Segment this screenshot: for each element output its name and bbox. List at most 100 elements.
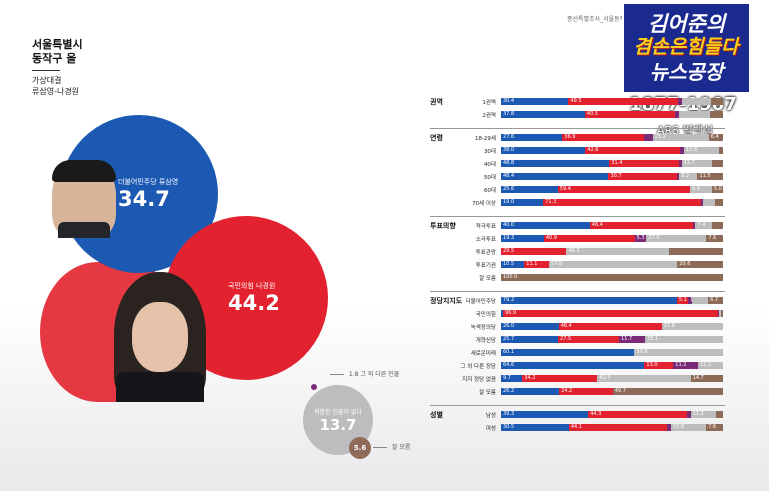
segment-value-label: 31.4 (611, 160, 623, 166)
row-label: 국민의힘 (475, 312, 496, 318)
row-label: 70세 이상 (472, 201, 496, 207)
bar-segment: 27.0 (646, 235, 707, 242)
bar-segment (679, 160, 682, 167)
segment-value-label: 6.7 (710, 297, 719, 303)
segment-value-label: 44.3 (590, 411, 602, 417)
segment-value-label: 25.2 (654, 134, 666, 140)
dont-know-bubble: 5.6 (349, 437, 371, 459)
stacked-bar: 79.25.11.66.7 (501, 297, 723, 304)
stacked-bar: 29.5 46.3 (501, 248, 723, 255)
segment-value-label: 7.6 (708, 424, 717, 430)
other-person-leader (330, 374, 344, 375)
row-label: 잘 모름 (479, 276, 496, 282)
bar-segment: 19.3 (501, 235, 544, 242)
bar-segment: 5.0 (711, 186, 723, 193)
segment-value-label: 36.9 (564, 134, 576, 140)
stacked-bar: 40.0 46.4 7.4 (501, 222, 723, 229)
segment-value-label: 57.8 (550, 261, 563, 267)
segment-value-label: 30.5 (503, 424, 515, 430)
row-label: 40대 (483, 162, 496, 168)
segment-value-label: 19.3 (503, 235, 515, 241)
row-label: 녹색정의당 (470, 325, 496, 331)
row-label: 잘 모름 (479, 390, 496, 396)
bar-segment: 46.4 (589, 222, 693, 229)
stacked-bar: 30.5 44.1 15.8 7.6 (501, 424, 723, 431)
no-suitable-label: 적합한 인물이 없다 (314, 408, 362, 416)
row-label: 개혁신당 (475, 338, 496, 344)
segment-value-label: 25.7 (503, 336, 515, 342)
red-candidate-text: 국민의힘 나경원 44.2 (228, 281, 328, 315)
bar-segment (721, 310, 723, 317)
bar-segment (701, 199, 703, 206)
bar-segment: 27.5 (558, 336, 620, 343)
segment-value-label: 44.1 (570, 424, 582, 430)
blue-candidate-name: 더불어민주당 류삼영 (118, 178, 179, 186)
segment-value-label: 9.7 (503, 375, 511, 381)
bar-segment: 42.5 (597, 375, 691, 382)
stacked-bar: 27.6 36.9 25.2 6.4 (501, 134, 723, 141)
segment-value-label: 11.3 (692, 411, 704, 417)
stacked-bar: 37.8 40.5 (501, 111, 723, 118)
bar-segment: 48.8 (501, 160, 610, 167)
bar-segment (712, 160, 723, 167)
stacked-bar: 26.0 46.4 27.6 (501, 323, 723, 330)
bar-segment: 7.4 (695, 222, 712, 229)
segment-value-label: 60.1 (503, 349, 515, 355)
bar-segment (644, 134, 653, 141)
bar-segment: 79.2 (501, 297, 677, 304)
segment-value-label: 49.5 (570, 98, 582, 104)
bar-segment: 24.2 (559, 388, 613, 395)
segment-value-label: 6.4 (710, 134, 719, 140)
bar-segment: 60.1 (501, 349, 635, 356)
segment-value-label: 11.1 (526, 261, 538, 267)
bar-segment: 11.3 (690, 411, 716, 418)
section-separator (430, 405, 725, 406)
row-label: 남성 (485, 413, 496, 419)
bar-segment: 11.2 (698, 362, 723, 369)
segment-value-label: 26.0 (503, 323, 515, 329)
bar-segment: 10.5 (501, 261, 525, 268)
segment-value-label: 19.0 (503, 199, 515, 205)
row-label: 지지 정당 없음 (462, 377, 496, 383)
segment-value-label: 49.7 (614, 388, 626, 394)
stacked-bar: 100.0 (501, 274, 723, 281)
other-person-value: 1.8 (348, 371, 359, 378)
subtitle-rule (32, 70, 60, 71)
bar-segment: 25.2 (652, 134, 709, 141)
row-label: 18-29세 (474, 136, 496, 142)
segment-value-label: 7.6 (708, 235, 717, 241)
bar-segment: 7.6 (706, 235, 723, 242)
segment-value-label: 20.6 (679, 261, 691, 267)
row-label: 투표관망 (475, 250, 496, 256)
segment-value-label: 27.6 (663, 323, 675, 329)
bar-segment: 37.8 (501, 111, 585, 118)
bar-segment: 5.1 (676, 297, 689, 304)
region-title: 서울특별시 동작구 을 (32, 38, 83, 66)
segment-value-label: 46.3 (568, 248, 580, 254)
stacked-bar: 64.6 13.0 11.2 11.2 (501, 362, 723, 369)
segment-value-label: 40.9 (545, 235, 557, 241)
bar-segment (691, 297, 709, 304)
segment-value-label: 42.5 (599, 375, 611, 381)
bar-segment: 39.3 (501, 411, 589, 418)
region-line2: 동작구 을 (32, 52, 77, 65)
segment-value-label: 71.3 (545, 199, 557, 205)
logo-line2: 겸손은힘들다 (633, 36, 739, 58)
bar-segment (711, 222, 723, 229)
bar-segment: 49.5 (568, 98, 679, 105)
matchup-line2: 류삼영-나경원 (32, 87, 80, 96)
dont-know-note: 잘 모름 (373, 442, 410, 451)
segment-value-label: 48.8 (503, 160, 515, 166)
segment-value-label: 7.4 (697, 222, 706, 228)
section-separator (430, 291, 725, 292)
bar-segment: 7.6 (706, 424, 723, 431)
other-person-note: 1.8 그 외 다른 인물 (330, 369, 399, 378)
segment-value-label: 37.8 (503, 111, 515, 117)
logo-line3: 뉴스공장 (649, 60, 724, 84)
section-title: 권역 (430, 98, 443, 106)
bar-segment: 36.9 (562, 134, 645, 141)
stacked-bar: 26.2 24.2 49.7 (501, 388, 723, 395)
bar-segment: 96.9 (502, 310, 719, 317)
segment-value-label: 15.8 (672, 424, 685, 430)
bar-segment: 46.4 (558, 323, 662, 330)
